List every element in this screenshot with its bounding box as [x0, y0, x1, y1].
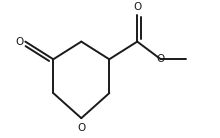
- Text: O: O: [16, 37, 24, 47]
- Text: O: O: [157, 54, 165, 64]
- Text: O: O: [133, 2, 141, 12]
- Text: O: O: [77, 123, 85, 133]
